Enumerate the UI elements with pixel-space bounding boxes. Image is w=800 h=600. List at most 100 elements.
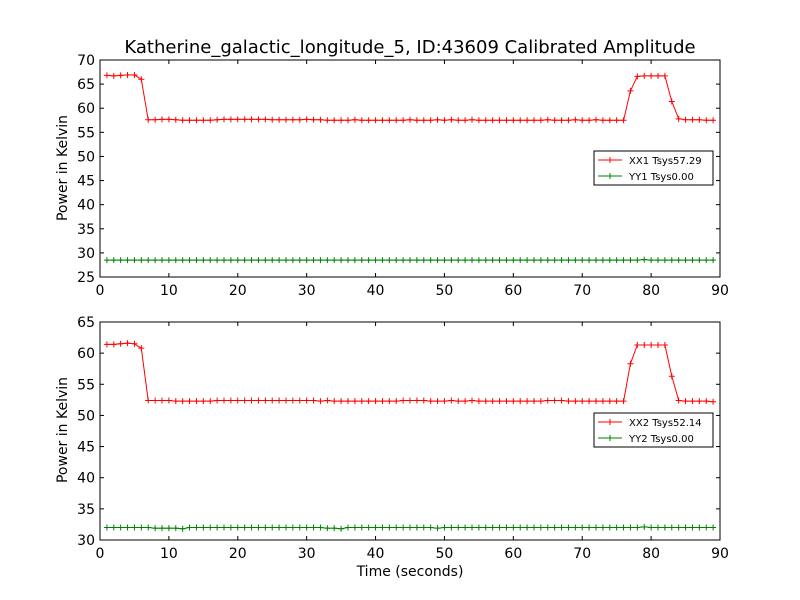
legend-entry-yy2: YY2 Tsys0.00	[598, 434, 694, 445]
data-point	[276, 397, 283, 404]
data-point	[193, 398, 200, 405]
data-point	[248, 116, 255, 123]
data-point	[345, 398, 351, 405]
data-point	[310, 397, 317, 404]
data-point	[710, 398, 717, 405]
data-point	[193, 117, 200, 124]
data-point	[496, 257, 503, 264]
data-point	[331, 117, 338, 124]
data-point	[152, 397, 159, 404]
data-point	[241, 116, 248, 123]
data-point	[283, 397, 289, 404]
data-point	[393, 117, 400, 124]
data-point	[124, 340, 131, 347]
legend-marker	[607, 173, 613, 179]
data-point	[482, 524, 489, 531]
data-point	[510, 117, 517, 124]
data-point	[613, 257, 620, 264]
data-point	[524, 524, 531, 531]
data-point	[565, 524, 572, 531]
data-point	[710, 257, 717, 264]
data-point	[138, 345, 145, 352]
data-point	[338, 525, 345, 532]
data-point	[703, 257, 710, 264]
data-point	[441, 524, 448, 531]
data-point	[455, 257, 462, 264]
data-point	[441, 117, 448, 124]
data-point	[558, 117, 565, 124]
data-point	[579, 117, 586, 124]
data-point	[103, 72, 110, 79]
data-point	[517, 257, 524, 264]
data-point	[455, 117, 462, 124]
data-point	[351, 116, 358, 123]
data-point	[606, 524, 613, 531]
tick-layer-bottom: 0 10 20 30 40 50 60 70 80 90 30 35 40 45 50 55 60 65	[77, 315, 729, 562]
axes-frame-top	[99, 59, 721, 278]
data-point	[510, 257, 517, 264]
data-point	[345, 257, 351, 264]
data-point	[103, 341, 110, 348]
y-tick-label: 50	[77, 408, 95, 424]
data-point	[661, 257, 668, 264]
x-tick-label: 10	[160, 546, 178, 562]
x-tick-label: 60	[504, 283, 522, 299]
data-point	[227, 257, 234, 264]
data-point	[214, 397, 221, 404]
data-point	[262, 524, 269, 531]
data-point	[207, 524, 214, 531]
data-point	[675, 397, 682, 404]
y-tick-label: 65	[77, 315, 95, 331]
data-point	[551, 117, 558, 124]
data-point	[124, 71, 131, 78]
data-point	[606, 117, 613, 124]
data-point	[565, 117, 572, 124]
data-point	[517, 524, 524, 531]
data-point	[303, 257, 310, 264]
data-point	[138, 257, 145, 264]
data-point	[400, 257, 407, 264]
data-point	[689, 398, 696, 405]
data-point	[138, 524, 145, 531]
data-point	[413, 524, 420, 531]
legend-label-yy1: YY1 Tsys0.00	[628, 172, 694, 183]
data-point	[455, 524, 462, 531]
data-point	[661, 342, 668, 349]
chart-title: Katherine_galactic_longitude_5, ID:43609…	[124, 37, 695, 58]
data-point	[703, 117, 710, 124]
x-tick-label: 10	[160, 283, 178, 299]
data-point	[117, 72, 124, 79]
data-point	[241, 397, 248, 404]
data-point	[262, 116, 269, 123]
data-point	[448, 116, 455, 123]
data-point	[655, 72, 661, 79]
data-point	[641, 72, 648, 79]
data-point	[110, 72, 117, 79]
data-point	[117, 524, 124, 531]
data-point	[558, 397, 565, 404]
data-point	[221, 257, 227, 264]
data-point	[655, 524, 661, 531]
data-point	[351, 398, 358, 405]
data-point	[613, 524, 620, 531]
data-point	[338, 117, 345, 124]
data-point	[179, 117, 186, 124]
data-point	[103, 257, 110, 264]
data-point	[234, 257, 241, 264]
data-point	[214, 257, 221, 264]
data-point	[345, 524, 351, 531]
data-point	[186, 398, 193, 405]
x-tick-label: 40	[367, 546, 385, 562]
data-point	[434, 398, 441, 405]
data-point	[131, 524, 138, 531]
data-point	[593, 116, 599, 123]
data-point	[283, 524, 289, 531]
data-point	[448, 524, 455, 531]
data-point	[296, 116, 303, 123]
data-point	[407, 397, 413, 404]
data-point	[544, 524, 551, 531]
legend-marker	[607, 435, 613, 441]
data-point	[372, 117, 379, 124]
data-point	[365, 257, 372, 264]
y-tick-label: 45	[77, 174, 95, 190]
